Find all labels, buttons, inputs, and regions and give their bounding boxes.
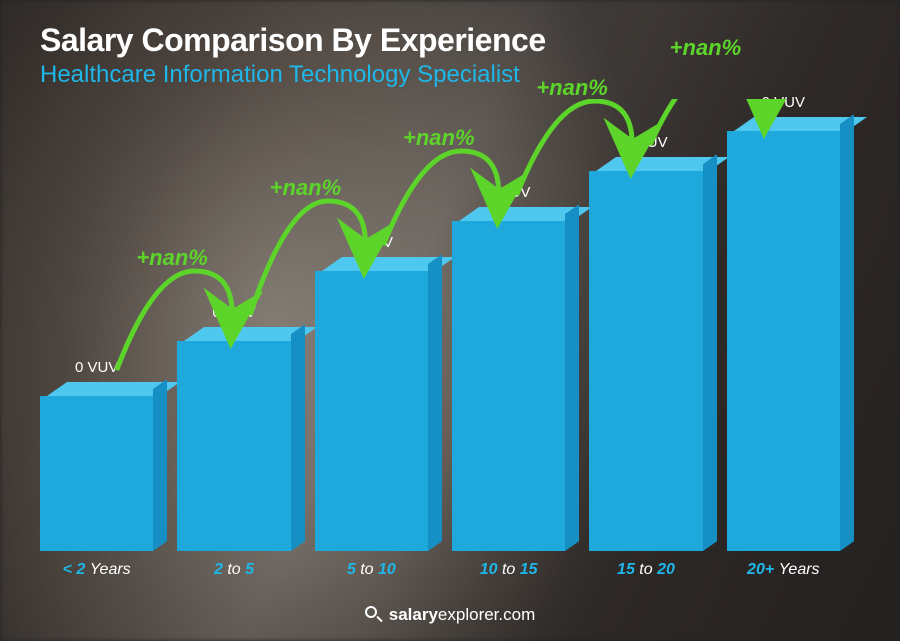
bars-container: 0 VUV 0 VUV 0 VUV 0 VUV 0 VUV: [40, 111, 840, 551]
bar-chart: 0 VUV 0 VUV 0 VUV 0 VUV 0 VUV: [40, 99, 840, 579]
x-axis-label: 2 to 5: [177, 561, 290, 579]
bar-3d: [452, 207, 565, 551]
chart-subtitle: Healthcare Information Technology Specia…: [40, 61, 860, 89]
search-icon: [365, 606, 383, 624]
pct-change-label: +nan%: [270, 175, 342, 201]
bar-3d: [40, 382, 153, 551]
footer-logo: salaryexplorer.com: [365, 605, 536, 625]
bar-slot: 0 VUV: [727, 94, 840, 551]
bar-slot: 0 VUV: [452, 184, 565, 551]
bar-3d: [727, 117, 840, 551]
bar-slot: 0 VUV: [40, 359, 153, 551]
pct-change-label: +nan%: [136, 245, 208, 271]
bar-value-label: 0 VUV: [487, 184, 530, 201]
bar-3d: [589, 157, 702, 551]
x-axis-label: 10 to 15: [452, 561, 565, 579]
bar-slot: 0 VUV: [177, 304, 290, 551]
pct-change-label: +nan%: [670, 35, 742, 61]
bar-value-label: 0 VUV: [212, 304, 255, 321]
bar-slot: 0 VUV: [589, 134, 702, 551]
bar-slot: 0 VUV: [315, 234, 428, 551]
bar-value-label: 0 VUV: [624, 134, 667, 151]
bar-value-label: 0 VUV: [350, 234, 393, 251]
brand-domain: .com: [498, 605, 535, 624]
bar-value-label: 0 VUV: [762, 94, 805, 111]
content-area: Salary Comparison By Experience Healthca…: [0, 0, 900, 641]
x-axis: < 2 Years 2 to 5 5 to 10 10 to 15 15 to 20 20…: [40, 561, 840, 579]
bar-3d: [177, 327, 290, 551]
x-axis-label: < 2 Years: [40, 561, 153, 579]
x-axis-label: 15 to 20: [589, 561, 702, 579]
footer: salaryexplorer.com: [0, 605, 900, 629]
brand-bold: salary: [389, 605, 438, 624]
pct-change-label: +nan%: [536, 75, 608, 101]
bar-value-label: 0 VUV: [75, 359, 118, 376]
x-axis-label: 5 to 10: [315, 561, 428, 579]
bar-3d: [315, 257, 428, 551]
brand-light: explorer: [438, 605, 498, 624]
x-axis-label: 20+ Years: [727, 561, 840, 579]
pct-change-label: +nan%: [403, 125, 475, 151]
